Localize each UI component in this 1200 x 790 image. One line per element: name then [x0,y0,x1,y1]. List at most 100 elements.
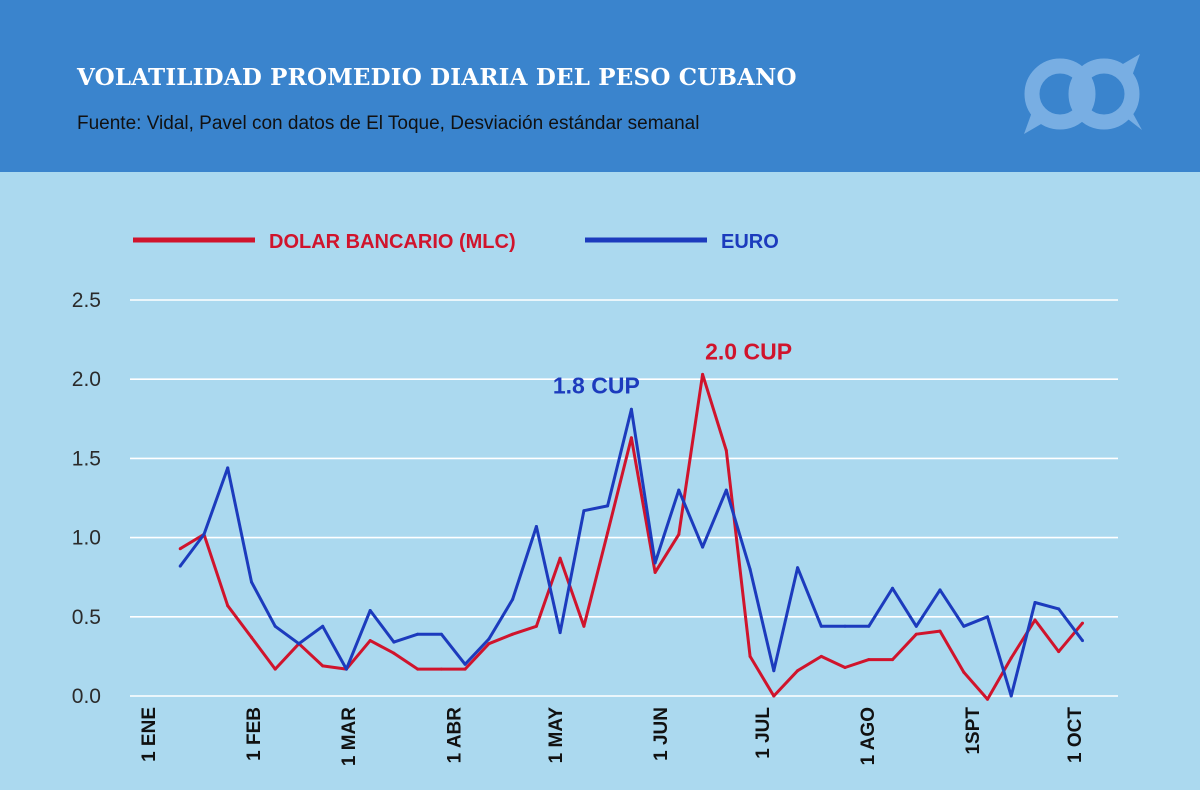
data-point-euro [321,624,325,628]
data-point-mlc [1057,650,1061,654]
series-line-mlc [179,372,1084,701]
legend-label-mlc: DOLAR BANCARIO (MLC) [269,231,516,253]
x-axis-ticks: 1 ENE 1 FEB 1 MAR 1 ABR 1 MAY 1 JUN 1 JUL 1 AGO… [139,707,1086,767]
data-point-mlc [843,666,847,669]
data-point-euro [344,667,348,671]
data-point-euro [796,566,800,570]
data-point-mlc [1033,618,1037,622]
data-point-euro [1009,694,1013,698]
series-euro [178,407,1084,698]
data-point-mlc [439,667,443,671]
data-point-mlc [534,624,538,628]
data-point-euro [724,488,728,492]
data-point-euro [368,609,372,612]
data-point-euro [653,561,657,565]
data-point-euro [677,488,681,492]
data-point-euro [606,504,610,508]
x-tick-label: 1 JUN [651,707,672,761]
data-point-euro [178,564,182,568]
data-point-mlc [938,629,942,633]
data-point-euro [534,525,538,528]
data-point-mlc [653,570,657,574]
header-banner: VOLATILIDAD PROMEDIO DIARIA DEL PESO CUB… [0,0,1200,172]
x-tick-label: 1 ENE [139,707,160,762]
data-point-euro [843,624,847,628]
data-point-euro [914,624,918,628]
data-point-mlc [416,667,420,671]
data-point-mlc [748,654,752,658]
data-point-mlc [867,658,871,662]
chart-subtitle: Fuente: Vidal, Pavel con datos de El Toq… [77,113,700,134]
data-point-mlc [986,697,989,701]
data-point-euro [297,642,301,646]
annotation-label: 2.0 CUP [705,338,792,364]
data-point-mlc [1081,621,1084,625]
x-tick-label: 1 ABR [444,707,465,764]
data-point-euro [629,407,633,411]
data-point-euro [772,669,776,673]
data-point-mlc [392,651,396,655]
data-point-mlc [273,667,277,671]
data-point-euro [226,466,230,470]
x-tick-label: 1 JUL [753,707,774,759]
data-point-mlc [606,531,610,535]
line-chart: 0.00.51.01.52.02.5 1 ENE 1 FEB 1 MAR 1 ABR 1… [72,231,1118,767]
y-tick-label: 1.0 [72,527,101,550]
data-point-mlc [178,547,182,551]
chart-series-lines [178,372,1084,701]
data-point-euro [511,597,515,601]
data-point-mlc [772,694,776,698]
data-point-euro [819,624,823,628]
data-point-mlc [819,654,823,658]
data-point-mlc [962,670,966,674]
data-point-mlc [558,556,562,560]
data-point-euro [273,624,277,628]
data-point-mlc [582,624,586,628]
data-point-mlc [226,604,230,608]
chart-gridlines [130,299,1118,697]
data-point-mlc [677,532,681,536]
data-point-mlc [368,639,372,643]
data-point-mlc [463,667,467,671]
series-mlc [178,372,1084,701]
data-point-euro [202,532,206,536]
data-point-mlc [629,436,633,440]
data-point-euro [439,632,443,636]
series-line-euro [179,407,1084,698]
chart-legend: DOLAR BANCARIO (MLC) EURO [133,231,779,253]
data-point-euro [1057,607,1061,611]
chart-annotations: 1.8 CUP 2.0 CUP [553,338,792,398]
data-point-euro [416,632,420,636]
y-tick-label: 1.5 [72,447,101,470]
data-point-mlc [724,449,728,452]
data-point-euro [558,631,562,635]
chart-title: VOLATILIDAD PROMEDIO DIARIA DEL PESO CUB… [77,64,797,91]
x-tick-label: 1SPT [963,707,984,755]
data-point-mlc [321,664,325,668]
data-point-euro [463,662,467,666]
data-point-mlc [701,372,705,376]
data-point-mlc [1009,656,1013,660]
x-tick-label: 1 AGO [858,707,879,765]
data-point-euro [701,545,705,549]
y-tick-label: 0.0 [72,685,101,708]
y-tick-label: 2.0 [72,368,101,391]
y-axis-ticks: 0.0 0.5 1.0 1.5 2.0 2.5 [72,289,101,708]
x-tick-label: 1 FEB [244,707,265,761]
data-point-mlc [914,632,918,636]
legend-label-euro: EURO [721,231,779,253]
data-point-euro [1081,639,1084,643]
data-point-euro [250,580,253,584]
data-point-euro [867,624,871,628]
data-point-mlc [250,635,253,639]
x-tick-label: 1 OCT [1065,707,1086,763]
data-point-euro [582,509,586,513]
data-point-euro [938,588,942,592]
data-point-euro [1033,601,1037,604]
data-point-euro [891,586,894,590]
y-tick-label: 2.5 [72,289,101,312]
linked-rings-logo-icon [1024,54,1142,134]
x-tick-label: 1 MAY [546,707,567,764]
annotation-label: 1.8 CUP [553,372,640,398]
y-tick-label: 0.5 [72,606,101,629]
